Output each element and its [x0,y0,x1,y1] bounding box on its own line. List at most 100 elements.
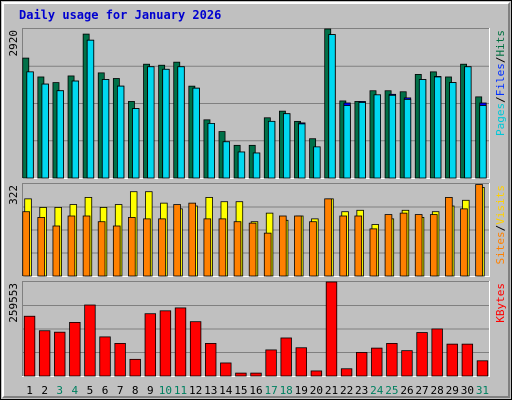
bar-sites-day-27 [414,214,423,277]
x-tick-label-day-8: 8 [132,384,139,397]
bar-sites-day-11 [173,204,181,277]
bar-sites-day-4 [67,215,76,277]
bar-sites-day-1 [22,211,30,277]
axis-label-separator: / [494,96,507,103]
bar-pages-day-10 [162,68,170,179]
bar-pages-day-24 [373,94,381,179]
x-tick-label-day-12: 12 [189,384,202,397]
bar-sites-day-9 [143,218,151,277]
x-tick-label-day-23: 23 [355,384,368,397]
bar-kbytes-day-26 [401,350,413,377]
chart-title: Daily usage for January 2026 [19,8,222,22]
bar-pages-day-1 [26,71,34,179]
bar-pages-day-22 [343,105,351,179]
bar-sites-day-15 [233,221,242,277]
bar-pages-day-20 [313,146,321,179]
x-tick-label-day-4: 4 [72,384,79,397]
pages-files-hits-axis-label: Pages/Files/Hits [494,30,507,136]
x-tick-label-day-17: 17 [264,384,277,397]
bar-sites-day-30 [460,208,468,277]
bar-sites-day-7 [112,225,121,277]
x-tick-label-day-16: 16 [249,384,262,397]
bar-kbytes-day-30 [461,343,474,377]
bar-sites-day-20 [309,221,317,277]
x-tick-label-day-5: 5 [87,384,94,397]
bar-pages-day-14 [222,141,230,179]
x-tick-label-day-31: 31 [476,384,489,397]
bar-sites-day-14 [218,218,227,277]
bar-kbytes-day-28 [431,328,443,377]
bar-pages-day-13 [207,123,215,179]
axis-label-files: Files [494,63,507,96]
bar-pages-day-19 [298,123,306,179]
bar-pages-day-16 [252,152,261,179]
x-tick-label-day-24: 24 [370,384,384,397]
visits-sites-axis-label: Sites/Visits [494,185,507,265]
bar-sites-day-2 [37,217,46,277]
axis-label-separator: / [494,225,507,232]
bar-kbytes-day-29 [446,343,458,377]
axis-label-pages: Pages [494,103,507,136]
x-tick-label-day-3: 3 [56,384,63,397]
bar-sites-day-12 [188,202,197,277]
x-tick-label-day-1: 1 [26,384,33,397]
axis-label-separator: / [494,57,507,64]
bar-kbytes-day-18 [280,337,292,377]
bar-pages-day-26 [403,99,412,179]
bar-kbytes-day-15 [235,372,247,377]
axis-label-sites: Sites [494,231,507,264]
x-tick-label-day-6: 6 [102,384,109,397]
x-tick-label-day-27: 27 [415,384,428,397]
bar-kbytes-day-2 [38,330,51,377]
axis-label-visits: Visits [494,185,507,225]
bar-kbytes-day-12 [189,321,202,377]
x-tick-label-day-13: 13 [204,384,217,397]
x-tick-label-day-28: 28 [431,384,444,397]
bar-sites-day-29 [445,197,453,277]
bar-kbytes-day-23 [355,352,368,377]
bar-kbytes-day-25 [386,343,398,377]
bar-pages-day-30 [464,66,472,179]
bar-pages-day-31 [479,105,487,179]
bar-kbytes-day-17 [265,349,277,377]
bar-kbytes-day-16 [250,372,262,377]
bar-pages-day-6 [101,79,110,179]
x-tick-label-day-19: 19 [295,384,308,397]
bar-sites-day-13 [203,218,212,277]
bar-kbytes-day-9 [144,313,157,377]
bar-kbytes-day-8 [129,358,141,377]
bar-kbytes-day-14 [220,362,232,377]
axis-label-hits: Hits [494,30,507,57]
bar-pages-day-3 [56,90,64,179]
bar-kbytes-day-19 [295,347,307,377]
pages-files-hits-max-label: 2920 [7,30,20,57]
bar-sites-day-23 [354,215,363,277]
bar-kbytes-day-5 [84,304,96,377]
bar-sites-day-28 [429,214,438,277]
x-tick-label-day-21: 21 [325,384,338,397]
bar-kbytes-day-6 [99,336,111,377]
bar-kbytes-day-10 [159,310,172,377]
bar-pages-day-5 [86,39,95,179]
x-tick-label-day-25: 25 [385,384,398,397]
bar-pages-day-4 [71,80,80,179]
bar-sites-day-31 [475,184,483,277]
bar-pages-day-7 [117,85,125,179]
bar-pages-day-8 [132,108,140,179]
x-tick-label-day-11: 11 [174,384,187,397]
bar-pages-day-23 [358,102,366,179]
bar-pages-day-9 [147,66,155,179]
bar-kbytes-day-31 [476,360,489,377]
x-tick-label-day-29: 29 [446,384,459,397]
bar-kbytes-day-22 [340,368,353,377]
bar-pages-day-25 [388,94,397,179]
bar-pages-day-29 [449,82,457,179]
kbytes-max-label: 259553 [7,283,20,323]
bar-sites-day-5 [82,215,91,277]
x-tick-label-day-22: 22 [340,384,353,397]
bar-kbytes-day-7 [114,343,126,377]
bar-kbytes-day-27 [416,332,428,377]
bar-sites-day-25 [384,214,393,277]
bar-sites-day-18 [278,215,287,277]
